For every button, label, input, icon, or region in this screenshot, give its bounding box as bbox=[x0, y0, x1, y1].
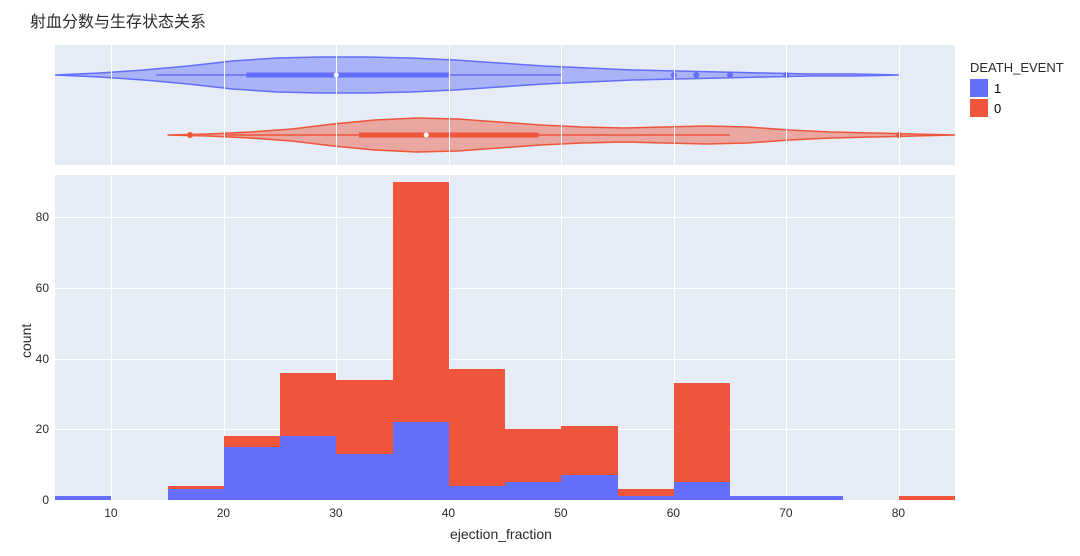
bar-series1[interactable] bbox=[55, 496, 111, 500]
x-tick-label: 40 bbox=[442, 506, 455, 520]
grid-line bbox=[674, 45, 675, 165]
bar-series1[interactable] bbox=[280, 436, 336, 500]
grid-line bbox=[55, 500, 955, 501]
bar-series1[interactable] bbox=[561, 475, 617, 500]
grid-line bbox=[336, 45, 337, 165]
y-tick-label: 0 bbox=[42, 493, 49, 507]
legend: DEATH_EVENT 1 0 bbox=[970, 60, 1064, 119]
y-axis-label: count bbox=[18, 323, 34, 357]
grid-line bbox=[899, 175, 900, 500]
bar-series1[interactable] bbox=[224, 447, 280, 500]
bar-series1[interactable] bbox=[449, 486, 505, 500]
violin-svg bbox=[55, 45, 955, 165]
grid-line bbox=[786, 175, 787, 500]
y-tick-label: 40 bbox=[36, 352, 49, 366]
x-axis-label: ejection_fraction bbox=[450, 526, 552, 542]
bar-series1[interactable] bbox=[730, 496, 786, 500]
bar-series1[interactable] bbox=[786, 496, 842, 500]
violin-median bbox=[424, 133, 429, 138]
y-tick-label: 60 bbox=[36, 281, 49, 295]
grid-line bbox=[449, 45, 450, 165]
violin-plot-area bbox=[55, 45, 955, 165]
bar-series0[interactable] bbox=[899, 496, 955, 500]
bar-series1[interactable] bbox=[674, 482, 730, 500]
x-tick-label: 60 bbox=[667, 506, 680, 520]
x-tick-label: 70 bbox=[779, 506, 792, 520]
x-tick-label: 30 bbox=[329, 506, 342, 520]
y-tick-label: 80 bbox=[36, 210, 49, 224]
bar-series1[interactable] bbox=[505, 482, 561, 500]
violin-box bbox=[246, 73, 449, 78]
legend-swatch bbox=[970, 99, 988, 117]
grid-line bbox=[224, 45, 225, 165]
bar-series1[interactable] bbox=[618, 496, 674, 500]
legend-item[interactable]: 0 bbox=[970, 99, 1064, 117]
legend-label: 1 bbox=[994, 81, 1001, 96]
grid-line bbox=[55, 359, 955, 360]
legend-label: 0 bbox=[994, 101, 1001, 116]
bar-series1[interactable] bbox=[336, 454, 392, 500]
grid-line bbox=[55, 217, 955, 218]
violin-outlier bbox=[187, 132, 193, 138]
histogram-plot-area bbox=[55, 175, 955, 500]
violin-outlier bbox=[727, 72, 733, 78]
bar-series1[interactable] bbox=[393, 422, 449, 500]
x-tick-label: 20 bbox=[217, 506, 230, 520]
bar-series0[interactable] bbox=[449, 369, 505, 500]
grid-line bbox=[561, 45, 562, 165]
grid-line bbox=[55, 288, 955, 289]
grid-line bbox=[111, 45, 112, 165]
x-tick-label: 10 bbox=[104, 506, 117, 520]
x-tick-label: 50 bbox=[554, 506, 567, 520]
x-tick-label: 80 bbox=[892, 506, 905, 520]
legend-item[interactable]: 1 bbox=[970, 79, 1064, 97]
grid-line bbox=[899, 45, 900, 165]
legend-swatch bbox=[970, 79, 988, 97]
y-tick-label: 20 bbox=[36, 422, 49, 436]
legend-title: DEATH_EVENT bbox=[970, 60, 1064, 75]
grid-line bbox=[786, 45, 787, 165]
bar-series1[interactable] bbox=[168, 489, 224, 500]
chart-title: 射血分数与生存状态关系 bbox=[30, 8, 206, 32]
grid-line bbox=[111, 175, 112, 500]
violin-outlier bbox=[693, 72, 699, 78]
